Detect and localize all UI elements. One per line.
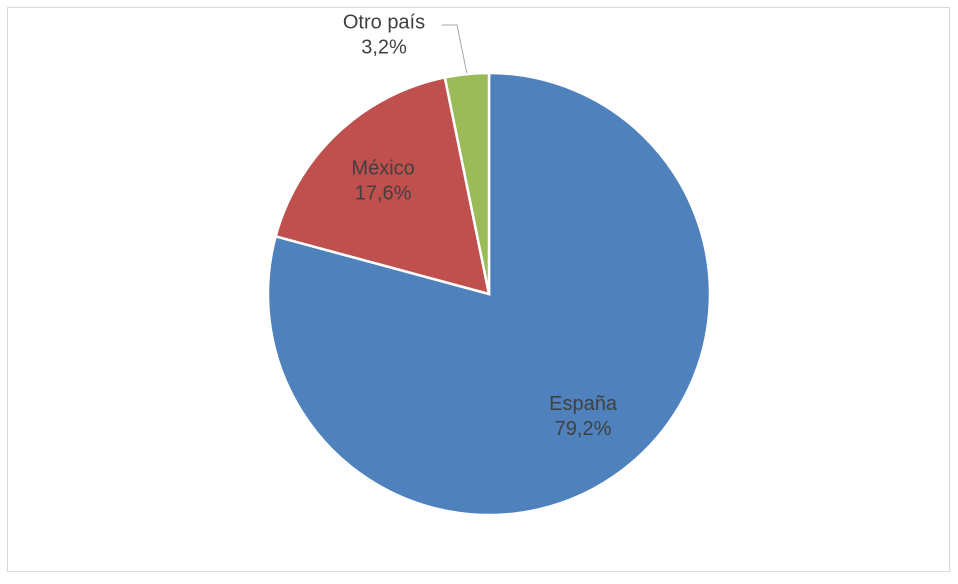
pie-slice xyxy=(443,71,491,295)
slice-label: España xyxy=(549,393,618,415)
slice-value-label: 79,2% xyxy=(555,418,612,440)
slice-label: México xyxy=(351,158,414,180)
labels: España 79,2% México 17,6% Otro país 3,2% xyxy=(343,11,618,440)
slice-label: Otro país xyxy=(343,11,425,33)
leader-line xyxy=(442,24,468,74)
slice-value-label: 3,2% xyxy=(361,36,407,58)
pie-slice xyxy=(274,75,491,296)
slice-value-label: 17,6% xyxy=(355,183,412,205)
pie xyxy=(266,71,712,517)
